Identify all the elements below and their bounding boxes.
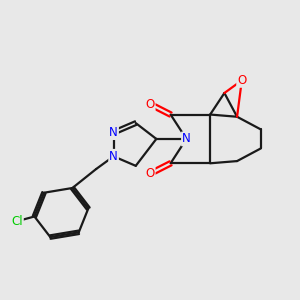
Text: N: N (109, 126, 118, 139)
Text: N: N (109, 150, 118, 163)
Text: N: N (182, 132, 191, 146)
Text: O: O (237, 74, 246, 87)
Text: Cl: Cl (11, 215, 23, 228)
Text: O: O (146, 167, 154, 180)
Text: O: O (146, 98, 154, 111)
